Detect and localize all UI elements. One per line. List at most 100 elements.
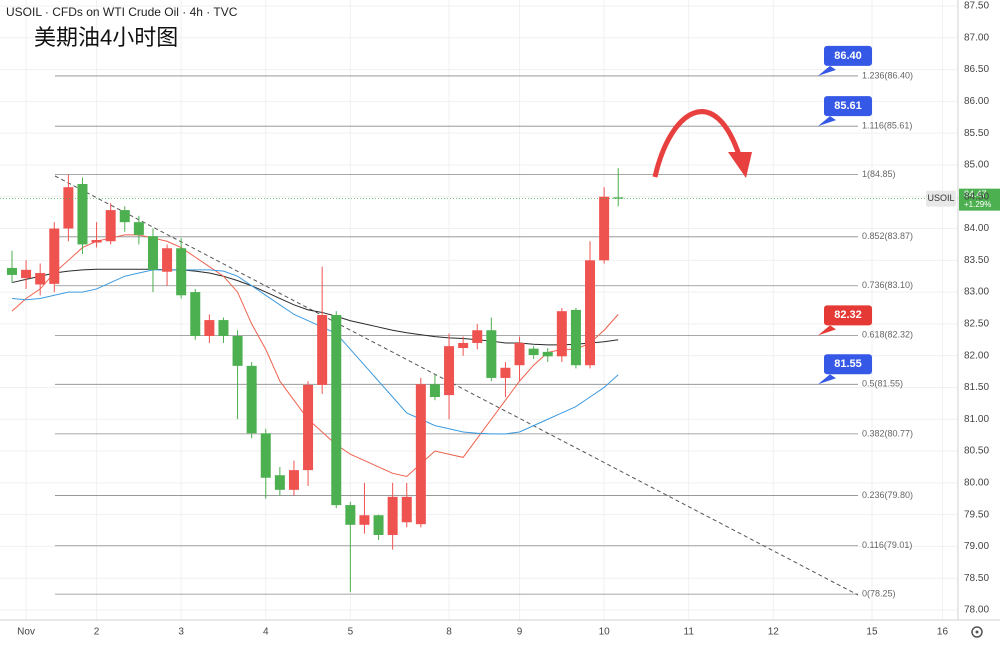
candle-body xyxy=(176,248,187,296)
candle-body xyxy=(77,184,88,245)
y-tick-label: 84.00 xyxy=(964,223,989,234)
candle-body xyxy=(133,222,144,235)
candle-body xyxy=(162,248,173,272)
candle-body xyxy=(373,515,384,535)
candle-body xyxy=(472,330,483,343)
callout-box xyxy=(824,305,872,326)
y-tick-label: 82.00 xyxy=(964,350,989,361)
fib-label: 1.116(85.61) xyxy=(862,121,912,131)
callout-box xyxy=(824,45,872,66)
chart-subtitle: 美期油4小时图 xyxy=(34,25,178,50)
x-tick-label: 16 xyxy=(937,627,949,638)
candle-body xyxy=(49,228,60,284)
candle-body xyxy=(288,470,299,490)
candle-body xyxy=(303,384,314,471)
chart-title: USOIL · CFDs on WTI Crude Oil · 4h · TVC xyxy=(6,5,238,19)
price-callout: 85.61 xyxy=(818,96,872,127)
candle-body xyxy=(119,210,130,223)
price-callout: 81.55 xyxy=(818,354,872,385)
y-tick-label: 83.50 xyxy=(964,255,989,266)
candle-body xyxy=(458,342,469,349)
fib-label: 0(78.25) xyxy=(862,588,896,598)
fib-label: 0.116(79.01) xyxy=(862,540,912,550)
y-tick-label: 87.00 xyxy=(964,32,989,43)
candle-body xyxy=(359,515,370,525)
y-tick-label: 80.50 xyxy=(964,446,989,457)
x-tick-label: 3 xyxy=(178,627,184,638)
y-tick-label: 83.00 xyxy=(964,287,989,298)
fib-label: 0.236(79.80) xyxy=(862,490,913,500)
trend-line xyxy=(54,175,859,596)
y-tick-label: 79.00 xyxy=(964,541,989,552)
candle-body xyxy=(35,273,46,285)
y-tick-label: 78.00 xyxy=(964,605,989,616)
y-tick-label: 78.50 xyxy=(964,573,989,584)
y-tick-label: 85.00 xyxy=(964,160,989,171)
candle-body xyxy=(147,236,158,270)
callout-label: 82.32 xyxy=(834,309,862,321)
fib-label: 0.382(80.77) xyxy=(862,428,913,438)
x-tick-label: Nov xyxy=(17,627,35,638)
price-callout: 82.32 xyxy=(818,305,872,336)
candle-body xyxy=(486,330,497,378)
candle-body xyxy=(105,210,116,242)
y-tick-label: 84.50 xyxy=(964,191,989,202)
callout-pointer xyxy=(818,374,836,385)
candle-body xyxy=(514,342,525,366)
candles xyxy=(6,168,624,593)
symbol-tag xyxy=(926,190,956,207)
candle-body xyxy=(429,384,440,398)
candle-body xyxy=(317,314,328,385)
callout-pointer xyxy=(818,65,836,76)
x-tick-label: 12 xyxy=(768,627,780,638)
candle-body xyxy=(274,475,285,490)
x-tick-label: 15 xyxy=(866,627,878,638)
callout-label: 86.40 xyxy=(834,50,862,62)
candle-body xyxy=(345,505,356,525)
y-tick-label: 86.50 xyxy=(964,64,989,75)
candle-body xyxy=(542,351,553,357)
callout-box xyxy=(824,96,872,117)
x-tick-label: 5 xyxy=(348,627,354,638)
settings-icon[interactable] xyxy=(971,626,983,638)
callout-box xyxy=(824,354,872,375)
fib-label: 0.618(82.32) xyxy=(862,330,913,340)
y-tick-label: 85.50 xyxy=(964,128,989,139)
candle-body xyxy=(444,346,455,396)
fib-label: 0.5(81.55) xyxy=(862,379,903,389)
x-tick-label: 9 xyxy=(517,627,523,638)
candle-body xyxy=(63,187,74,229)
y-tick-label: 81.50 xyxy=(964,382,989,393)
ma-line xyxy=(11,269,619,435)
candle-body xyxy=(218,320,229,336)
candle-body xyxy=(570,309,581,366)
candle-body xyxy=(91,239,102,243)
callout-pointer xyxy=(818,325,836,336)
candle-body xyxy=(331,314,342,506)
fib-label: 0.736(83.10) xyxy=(862,280,913,290)
fib-label: 0.852(83.87) xyxy=(862,231,913,241)
arrow xyxy=(652,109,743,178)
candle-body xyxy=(401,496,412,523)
price-callout: 86.40 xyxy=(818,45,872,76)
grid xyxy=(0,0,958,620)
y-tick-label: 86.00 xyxy=(964,96,989,107)
x-tick-label: 10 xyxy=(599,627,611,638)
y-tick-label: 80.00 xyxy=(964,477,989,488)
callout-label: 85.61 xyxy=(834,100,862,112)
candle-body xyxy=(528,348,539,356)
candle-body xyxy=(556,311,567,357)
callout-pointer xyxy=(818,116,836,127)
y-tick-label: 87.50 xyxy=(964,1,989,12)
overlay: 86.40 85.61 82.32 81.55 USOIL 84.47+1.29% xyxy=(0,45,1000,385)
candle-body xyxy=(613,197,624,199)
ma-line xyxy=(11,268,619,346)
candle-body xyxy=(585,260,596,366)
x-tick-label: 11 xyxy=(684,627,695,638)
fib-label: 1(84.85) xyxy=(862,169,896,179)
candle-body xyxy=(500,367,511,378)
price-tag xyxy=(959,188,1000,211)
change-label: +1.29% xyxy=(964,200,991,209)
